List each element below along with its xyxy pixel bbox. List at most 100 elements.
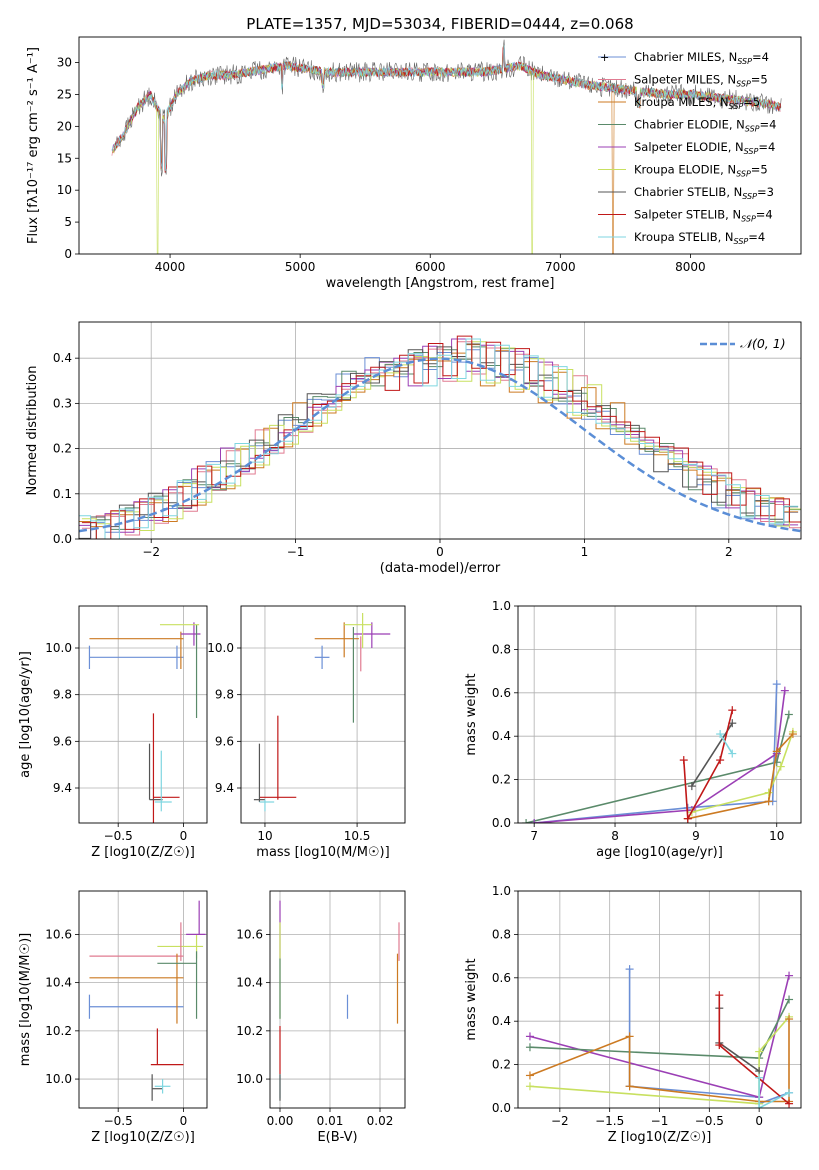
y-tick-label: 0.4 <box>492 1014 511 1028</box>
axes-frame <box>269 890 406 1109</box>
legend-label-n: =4 <box>748 230 765 244</box>
plot-area <box>279 900 400 1101</box>
y-axis-label: mass [log10(M/M☉)] <box>18 933 33 1066</box>
y-axis-label: Normed distribution <box>25 366 40 496</box>
x-axis-label: Z [log10(Z/Z☉)] <box>91 1130 195 1145</box>
y-axis-label: mass weight <box>464 673 479 755</box>
legend-label-n: =5 <box>751 73 768 87</box>
y-tick-label: 1.0 <box>492 599 511 613</box>
x-tick-label: 10.5 <box>344 829 371 843</box>
histogram-step <box>79 338 799 539</box>
y-tick-label: 0.2 <box>492 773 511 787</box>
legend-marker: + <box>600 51 609 64</box>
legend-label: Salpeter MILES, NSSP=5 <box>634 73 768 89</box>
age-vs-mass-panel: 10 10.5 9.4 9.6 9.8 10.0 mass [log10(M/M☉)] <box>207 605 406 860</box>
legend-label: Chabrier ELODIE, NSSP=4 <box>634 118 776 134</box>
spectrum-line <box>114 45 780 172</box>
y-tick-label: 0.8 <box>492 927 511 941</box>
y-tick-label: 0.4 <box>492 729 511 743</box>
y-axis-label: Flux [fλ10⁻¹⁷ erg cm⁻² s⁻¹ A⁻¹] <box>26 47 41 244</box>
legend-label-sub: SSP <box>737 57 752 66</box>
legend-label: Kroupa STELIB, NSSP=4 <box>634 230 765 246</box>
mass-weight-line <box>691 731 794 813</box>
plot-area <box>253 613 391 812</box>
y-tick-label: 0 <box>64 247 72 261</box>
mass-weight-line <box>529 1019 790 1103</box>
x-axis-label: Z [log10(Z/Z☉)] <box>608 1130 712 1145</box>
x-tick-label: 7 <box>530 829 538 843</box>
legend-label-sub: SSP <box>744 147 759 156</box>
x-axis-label: Z [log10(Z/Z☉)] <box>91 845 195 860</box>
legend-label: Kroupa MILES, NSSP=5 <box>634 95 760 111</box>
x-tick-label: 9 <box>692 829 700 843</box>
legend-label: Salpeter STELIB, NSSP=4 <box>634 208 773 224</box>
legend-label-text: Salpeter ELODIE, N <box>634 140 744 154</box>
x-tick-label: 6000 <box>415 260 446 274</box>
mass-weight-line <box>534 690 786 823</box>
y-tick-label: 0.0 <box>53 532 72 546</box>
x-tick-label: 1 <box>581 545 589 559</box>
y-tick-label: 9.6 <box>53 734 72 748</box>
legend-label: Salpeter ELODIE, NSSP=4 <box>634 140 775 156</box>
y-tick-label: 10.0 <box>236 1072 263 1086</box>
legend-label-sub: SSP <box>742 192 757 201</box>
axes-frame <box>78 321 802 540</box>
y-tick-label: 15 <box>57 151 72 165</box>
y-tick-label: 0.2 <box>53 442 72 456</box>
chart-title: PLATE=1357, MJD=53034, FIBERID=0444, z=0… <box>246 15 633 33</box>
x-tick-label: −1 <box>651 1114 669 1128</box>
y-tick-label: 25 <box>57 87 72 101</box>
axes-frame <box>78 36 802 255</box>
legend-label: Chabrier MILES, NSSP=4 <box>634 50 769 66</box>
y-tick-label: 10.0 <box>207 641 234 655</box>
legend-label-sub: SSP <box>729 102 744 111</box>
x-tick-label: 8 <box>611 829 619 843</box>
mass-weight-line <box>525 714 790 823</box>
legend-label-text: Chabrier STELIB, N <box>634 185 742 199</box>
x-tick-label: 5000 <box>285 260 316 274</box>
x-tick-label: 0 <box>436 545 444 559</box>
y-tick-label: 9.6 <box>215 734 234 748</box>
y-tick-label: 1.0 <box>492 884 511 898</box>
plot-area <box>111 39 782 254</box>
y-tick-label: 0.0 <box>492 1101 511 1115</box>
plot-area <box>79 335 801 539</box>
y-tick-label: 10.2 <box>45 1024 72 1038</box>
x-tick-label: 2 <box>725 545 733 559</box>
y-tick-label: 10.6 <box>236 927 263 941</box>
mass-vs-ebv-panel: 0.00 0.01 0.02 10.0 10.2 10.4 10.6 E(B-V) <box>236 890 406 1145</box>
legend-label: Kroupa ELODIE, NSSP=5 <box>634 163 768 179</box>
legend-label-sub: SSP <box>741 215 756 224</box>
x-tick-label: 10 <box>769 829 784 843</box>
legend-label-n: =5 <box>751 163 768 177</box>
legend-label-sub: SSP <box>734 237 749 246</box>
x-axis-label: (data-model)/error <box>380 561 501 576</box>
plot-area <box>522 680 797 823</box>
mass-weight-line <box>683 710 734 822</box>
legend-label-n: =4 <box>752 50 769 64</box>
x-tick-label: 0.02 <box>367 1114 394 1128</box>
axes-frame <box>240 605 406 824</box>
y-tick-label: 0.8 <box>492 642 511 656</box>
legend-label-text: Chabrier ELODIE, N <box>634 118 745 132</box>
y-tick-label: 10.0 <box>45 641 72 655</box>
y-axis-label: age [log10(age/yr)] <box>18 651 33 778</box>
y-tick-label: 30 <box>57 56 72 70</box>
mass-weight-line <box>758 1077 790 1108</box>
x-tick-label: 7000 <box>545 260 576 274</box>
legend-label-n: =5 <box>743 95 760 109</box>
axes-frame <box>517 605 802 824</box>
legend-label-text: Salpeter MILES, N <box>634 73 736 87</box>
mass-weight-line <box>691 722 733 787</box>
y-tick-label: 10.6 <box>45 927 72 941</box>
x-tick-label: 0 <box>180 1114 188 1128</box>
y-tick-label: 0.4 <box>53 351 72 365</box>
y-tick-label: 20 <box>57 119 72 133</box>
y-tick-label: 0.1 <box>53 487 72 501</box>
plot-area <box>88 900 206 1101</box>
legend-label-sub: SSP <box>736 80 751 89</box>
mass-weight-line <box>719 733 733 755</box>
x-tick-label: 0 <box>755 1114 763 1128</box>
x-tick-label: 10 <box>257 829 272 843</box>
y-tick-label: 9.4 <box>215 781 234 795</box>
